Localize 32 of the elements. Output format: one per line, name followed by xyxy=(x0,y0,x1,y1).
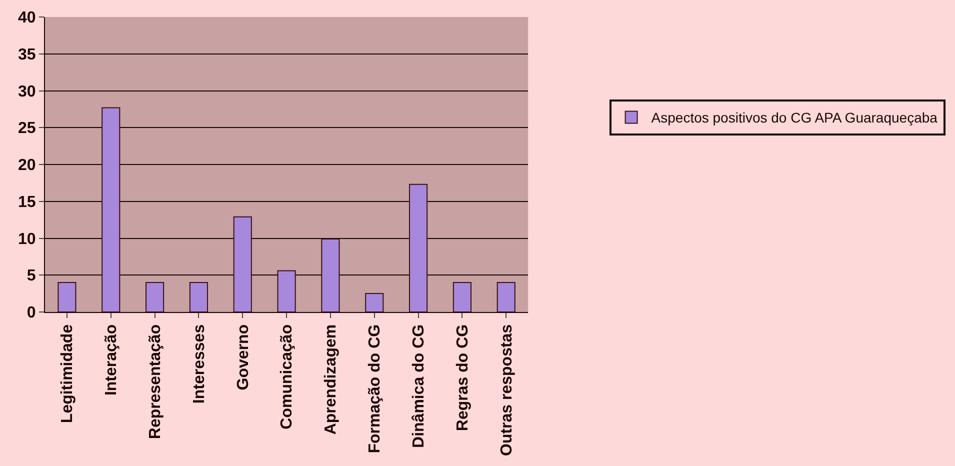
y-tick-label: 25 xyxy=(18,120,36,138)
bar xyxy=(321,238,340,312)
y-tick-label: 20 xyxy=(18,157,36,174)
bar xyxy=(58,282,76,312)
x-tick-label: Dinâmica do CG xyxy=(410,324,428,448)
y-tick-label: 40 xyxy=(18,10,36,27)
y-tick-label: 35 xyxy=(18,46,36,64)
x-tick-label: Regras do CG xyxy=(454,324,472,432)
bar xyxy=(452,282,472,312)
x-tick-label: Legitimidade xyxy=(59,324,76,424)
legend-label: Aspectos positivos do CG APA Guaraqueçaba xyxy=(651,110,938,126)
bar xyxy=(189,282,208,312)
bar xyxy=(365,293,384,312)
bar xyxy=(277,270,296,312)
x-tick-label: Formação do CG xyxy=(366,324,384,454)
x-tick-label: Interesses xyxy=(190,324,208,404)
y-tick-label: 15 xyxy=(18,194,36,211)
x-tick-label: Governo xyxy=(234,324,252,390)
x-tick-label: Outras respostas xyxy=(498,324,516,456)
bar xyxy=(102,107,120,312)
bar xyxy=(233,216,252,312)
bar xyxy=(409,184,428,312)
bar xyxy=(496,282,516,312)
x-tick-label: Aprendizagem xyxy=(322,324,340,435)
x-tick-label: Comunicação xyxy=(278,324,296,430)
x-tick-label: Interação xyxy=(103,324,120,396)
y-tick-label: 5 xyxy=(26,268,36,285)
y-tick-label: 30 xyxy=(18,83,36,100)
x-tick-label: Representação xyxy=(146,324,164,440)
bar xyxy=(146,282,164,312)
y-tick-label: 0 xyxy=(26,304,36,322)
y-tick-label: 10 xyxy=(18,230,36,248)
